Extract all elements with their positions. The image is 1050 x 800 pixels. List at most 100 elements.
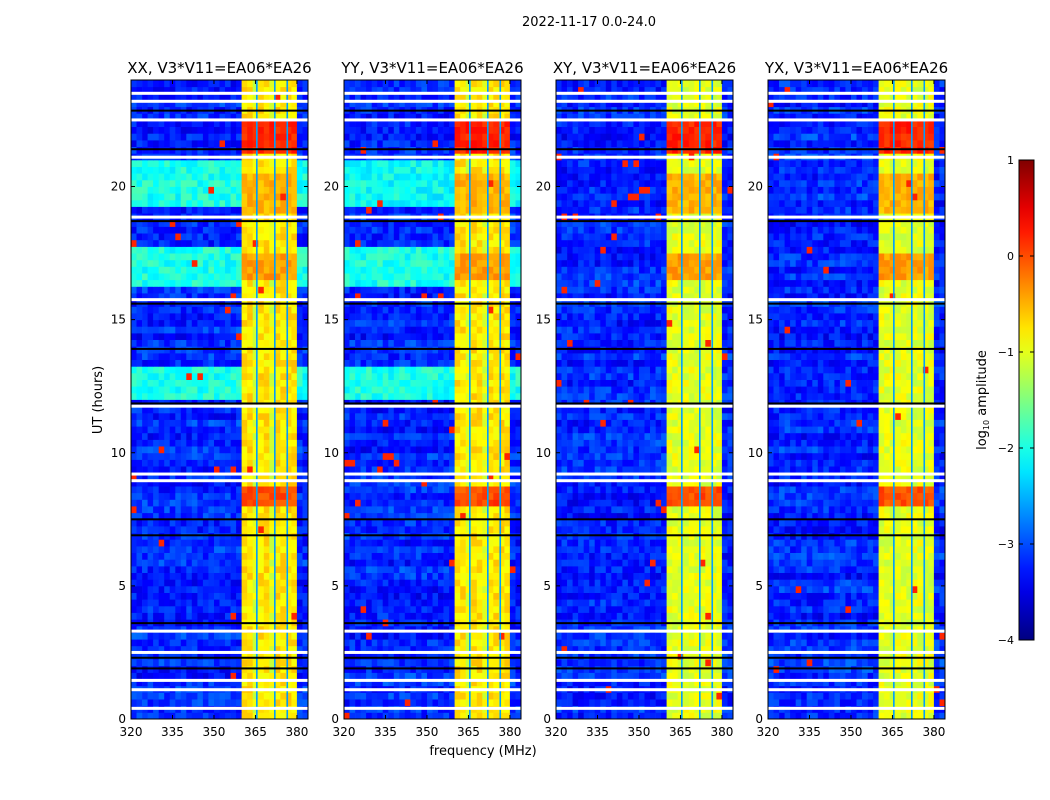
heatmap-cell	[349, 565, 356, 573]
heatmap-cell	[136, 519, 143, 527]
heatmap-cell	[197, 592, 204, 600]
heatmap-cell	[399, 605, 406, 613]
heatmap-cell	[241, 452, 248, 460]
heatmap-cell	[280, 173, 287, 181]
heatmap-cell	[230, 179, 237, 187]
heatmap-cell	[153, 632, 159, 640]
heatmap-cell	[349, 392, 356, 400]
heatmap-cell	[142, 273, 148, 281]
heatmap-cell	[393, 539, 400, 547]
heatmap-cell	[296, 519, 303, 527]
heatmap-cell	[296, 526, 303, 534]
heatmap-cell	[208, 193, 215, 201]
heatmap-cell	[263, 313, 270, 321]
heatmap-cell	[493, 559, 500, 567]
heatmap-cell	[399, 339, 406, 347]
heatmap-cell	[302, 259, 309, 267]
heatmap-cell	[142, 592, 148, 600]
heatmap-cell	[180, 659, 187, 667]
heatmap-cell	[258, 452, 265, 460]
heatmap-cell	[252, 479, 259, 487]
heatmap-cell	[158, 166, 165, 174]
heatmap-cell	[147, 486, 154, 494]
heatmap-cell	[219, 552, 226, 560]
heatmap-cell	[236, 113, 242, 121]
heatmap-cell	[202, 286, 209, 294]
heatmap-cell	[180, 313, 187, 321]
heatmap-cell	[291, 319, 298, 327]
heatmap-cell	[410, 392, 417, 400]
heatmap-cell	[285, 539, 292, 547]
heatmap-cell	[415, 446, 422, 454]
heatmap-cell	[147, 492, 154, 500]
heatmap-cell	[443, 352, 450, 360]
heatmap-cell	[285, 632, 292, 640]
heatmap-cell	[175, 93, 182, 101]
heatmap-cell	[180, 259, 187, 267]
heatmap-cell	[214, 459, 220, 467]
heatmap-cell	[214, 472, 220, 480]
heatmap-cell	[449, 412, 455, 420]
heatmap-cell	[258, 446, 265, 454]
heatmap-cell	[214, 332, 220, 340]
heatmap-cell	[131, 659, 137, 667]
heatmap-cell	[225, 119, 231, 127]
heatmap-cell	[482, 486, 489, 494]
heatmap-cell	[388, 426, 395, 434]
heatmap-cell	[421, 659, 428, 667]
heatmap-cell	[136, 499, 143, 507]
heatmap-cell	[302, 273, 309, 281]
heatmap-cell	[136, 206, 143, 214]
heatmap-cell	[285, 599, 292, 607]
heatmap-cell	[449, 652, 455, 660]
heatmap-cell	[509, 466, 516, 474]
heatmap-cell	[493, 612, 500, 620]
heatmap-cell	[285, 712, 292, 720]
heatmap-cell	[460, 659, 467, 667]
heatmap-cell	[274, 506, 281, 514]
heatmap-cell	[208, 572, 215, 580]
heatmap-cell	[344, 339, 350, 347]
heatmap-cell	[142, 439, 148, 447]
heatmap-cell	[147, 339, 154, 347]
heatmap-cell	[302, 100, 309, 108]
heatmap-cell	[482, 552, 489, 560]
heatmap-cell	[476, 466, 483, 474]
heatmap-cell	[180, 80, 187, 88]
heatmap-cell	[258, 293, 265, 301]
heatmap-cell	[360, 659, 367, 667]
heatmap-cell	[258, 672, 265, 680]
heatmap-cell	[247, 319, 254, 327]
heatmap-cell	[504, 366, 511, 374]
heatmap-cell	[214, 579, 220, 587]
heatmap-cell	[421, 672, 428, 680]
heatmap-cell	[415, 352, 422, 360]
heatmap-cell	[280, 293, 287, 301]
heatmap-cell	[153, 426, 159, 434]
heatmap-cell	[291, 479, 298, 487]
heatmap-cell	[225, 80, 231, 88]
heatmap-cell	[371, 332, 378, 340]
heatmap-cell	[498, 419, 505, 427]
heatmap-cell	[236, 326, 242, 334]
heatmap-cell	[493, 446, 500, 454]
heatmap-cell	[280, 372, 287, 380]
heatmap-cell	[202, 193, 209, 201]
heatmap-cell	[269, 366, 276, 374]
heatmap-cell	[355, 699, 361, 707]
heatmap-cell	[147, 565, 154, 573]
heatmap-cell	[382, 659, 389, 667]
heatmap-cell	[427, 639, 433, 647]
heatmap-cell	[366, 466, 372, 474]
heatmap-cell	[236, 392, 242, 400]
heatmap-cell	[404, 585, 411, 593]
heatmap-cell	[421, 499, 428, 507]
heatmap-cell	[252, 506, 259, 514]
heatmap-cell	[393, 659, 400, 667]
heatmap-cell	[225, 545, 231, 553]
heatmap-cell	[142, 119, 148, 127]
heatmap-cell	[202, 699, 209, 707]
heatmap-cell	[258, 632, 265, 640]
heatmap-cell	[410, 512, 417, 520]
heatmap-cell	[263, 565, 270, 573]
